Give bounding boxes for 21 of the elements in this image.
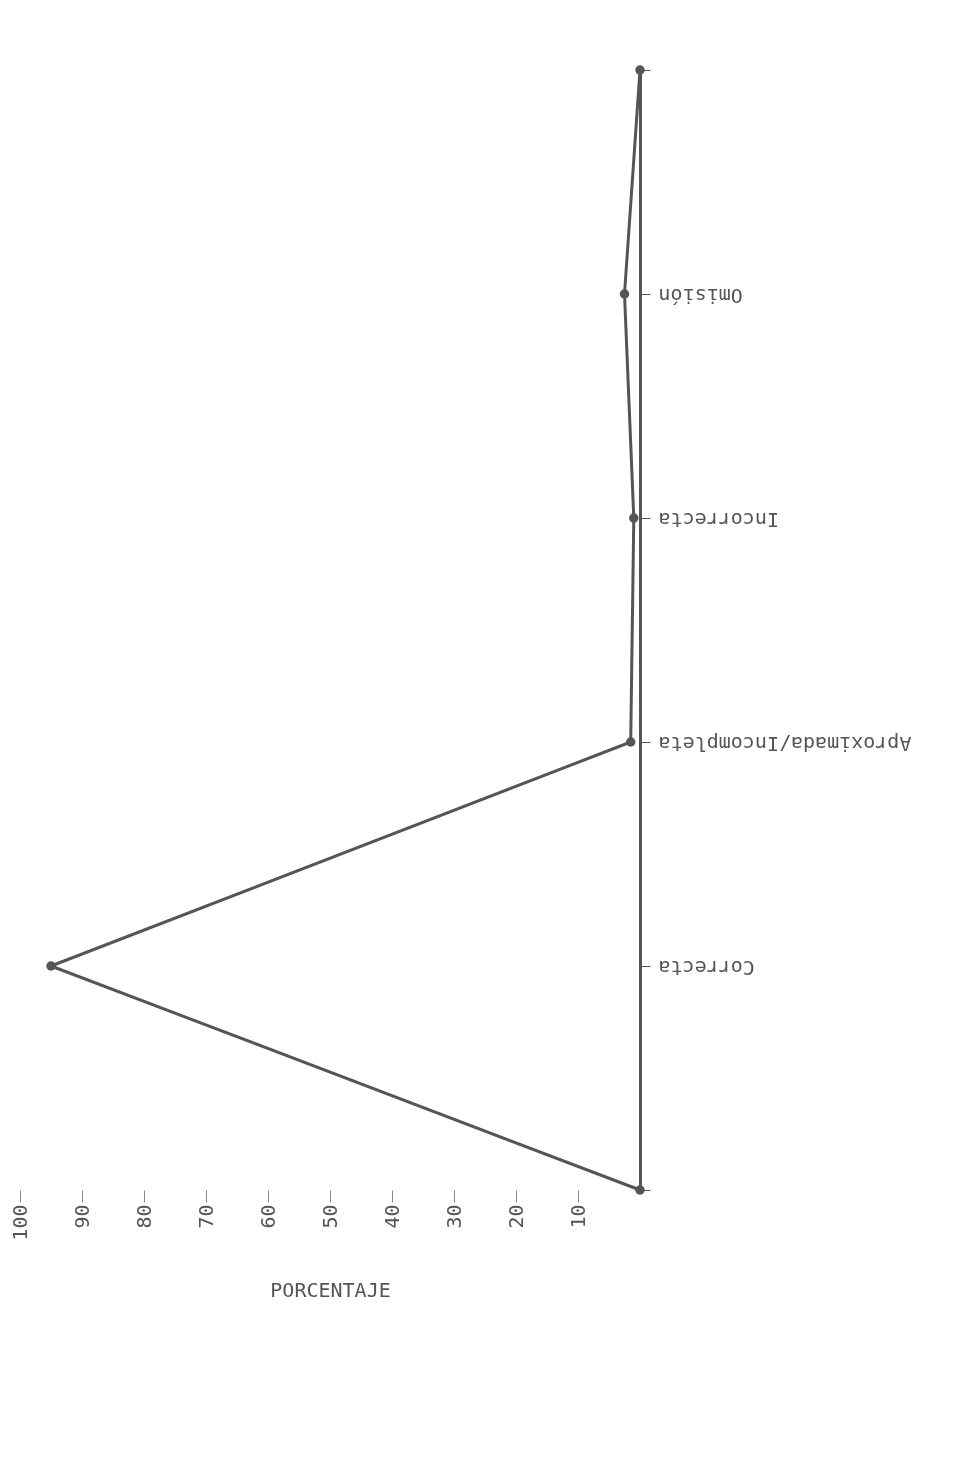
x-tick-label: 20 bbox=[503, 1204, 528, 1229]
point bbox=[619, 289, 630, 299]
point bbox=[629, 513, 639, 523]
x-tick-label: 40 bbox=[379, 1204, 404, 1229]
point bbox=[635, 65, 645, 75]
x-tick-label: 80 bbox=[131, 1204, 156, 1229]
y-tick-label: Omisión bbox=[658, 283, 743, 308]
x-tick-label: 90 bbox=[69, 1204, 94, 1229]
x-tick-label: 50 bbox=[317, 1204, 342, 1229]
x-tick-label: 60 bbox=[255, 1204, 280, 1229]
x-tick-label: 10 bbox=[565, 1204, 590, 1229]
x-axis-title: PORCENTAJE bbox=[270, 1277, 391, 1302]
point bbox=[46, 961, 56, 971]
y-tick-label: Correcta bbox=[658, 955, 755, 980]
point bbox=[625, 737, 636, 747]
y-tick-label: Incorrecta bbox=[658, 507, 779, 532]
x-tick-label: 100 bbox=[7, 1204, 32, 1241]
x-tick-label: 30 bbox=[441, 1204, 466, 1229]
x-tick-label: 70 bbox=[193, 1204, 218, 1229]
y-tick-label: Aproximada/Incompleta bbox=[658, 731, 912, 756]
point bbox=[635, 1185, 645, 1195]
